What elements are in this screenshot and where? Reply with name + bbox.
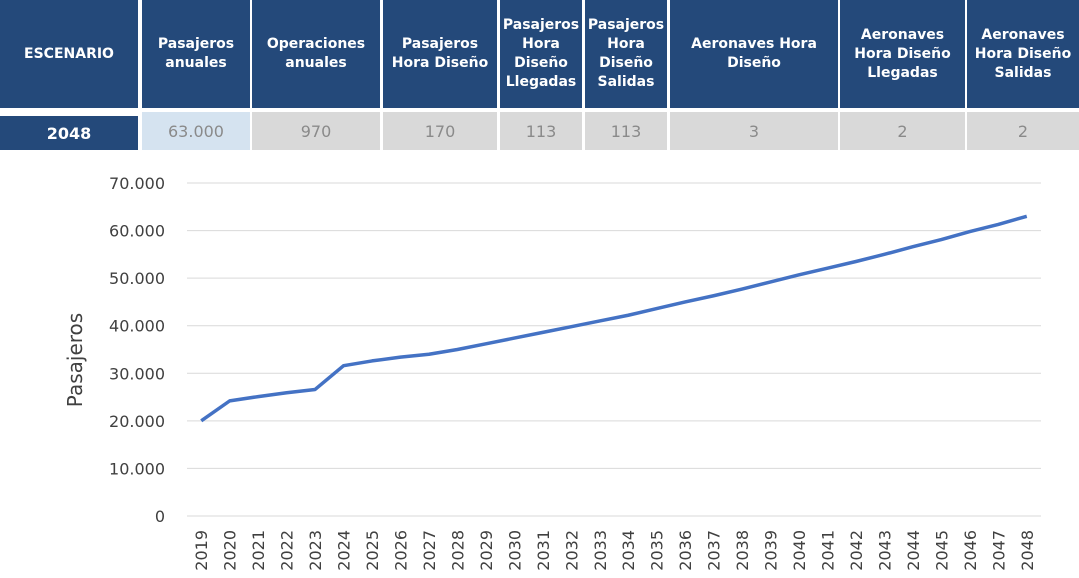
header-cell: Pasajeros Hora Diseño Llegadas (500, 0, 582, 108)
y-tick-label: 50.000 (109, 269, 165, 288)
header-cell: Operaciones anuales (252, 0, 380, 108)
header-cell: Aeronaves Hora Diseño (670, 0, 838, 108)
x-tick-label: 2032 (562, 530, 581, 571)
line (200, 214, 1028, 423)
y-tick-label: 60.000 (109, 222, 165, 241)
y-tick-label: 30.000 (109, 364, 165, 383)
header-cell: Aeronaves Hora Diseño Llegadas (840, 0, 965, 108)
x-tick-label: 2024 (335, 530, 354, 571)
data-cell: 170 (383, 112, 497, 150)
data-cell: 113 (585, 112, 667, 150)
x-tick-label: 2022 (278, 530, 297, 571)
x-tick-label: 2036 (676, 530, 695, 571)
data-cell: 2 (967, 112, 1079, 150)
header-cell: ESCENARIO (0, 0, 138, 108)
x-tick-label: 2045 (932, 530, 951, 571)
x-tick-label: 2046 (961, 530, 980, 571)
x-tick-label: 2021 (249, 530, 268, 571)
x-tick-label: 2028 (448, 530, 467, 571)
x-tick-label: 2042 (847, 530, 866, 571)
x-tick-label: 2043 (875, 530, 894, 571)
x-tick-label: 2041 (819, 530, 838, 571)
header-cell: Pasajeros Hora Diseño Salidas (585, 0, 667, 108)
x-tick-label: 2034 (619, 530, 638, 571)
x-tick-label: 2048 (1018, 530, 1037, 571)
x-tick-label: 2027 (420, 530, 439, 571)
x-tick-label: 2035 (648, 530, 667, 571)
data-cell: 2048 (0, 116, 138, 150)
x-tick-label: 2030 (505, 530, 524, 571)
y-tick-label: 20.000 (109, 412, 165, 431)
x-tick-label: 2037 (705, 530, 724, 571)
x-tick-label: 2044 (904, 530, 923, 571)
x-tick-label: 2020 (221, 530, 240, 571)
data-cell: 970 (252, 112, 380, 150)
y-tick-label: 10.000 (109, 459, 165, 478)
data-cell: 2 (840, 112, 965, 150)
header-cell: Pasajeros anuales (142, 0, 250, 108)
y-tick-label: 70.000 (109, 174, 165, 193)
x-tick-label: 2033 (591, 530, 610, 571)
x-tick-label: 2038 (733, 530, 752, 571)
data-cell: 3 (670, 112, 838, 150)
x-tick-label: 2039 (762, 530, 781, 571)
x-tick-label: 2029 (477, 530, 496, 571)
y-tick-label: 40.000 (109, 317, 165, 336)
x-tick-label: 2047 (989, 530, 1008, 571)
y-tick-label: 0 (155, 507, 165, 526)
data-cell: 113 (500, 112, 582, 150)
x-tick-label: 2019 (192, 530, 211, 571)
data-cell: 63.000 (142, 112, 250, 150)
y-axis-label: Pasajeros (63, 313, 87, 407)
x-tick-label: 2031 (534, 530, 553, 571)
header-cell: Aeronaves Hora Diseño Salidas (967, 0, 1079, 108)
x-tick-label: 2026 (392, 530, 411, 571)
x-tick-label: 2023 (306, 530, 325, 571)
x-tick-label: 2025 (363, 530, 382, 571)
header-cell: Pasajeros Hora Diseño (383, 0, 497, 108)
x-tick-label: 2040 (790, 530, 809, 571)
